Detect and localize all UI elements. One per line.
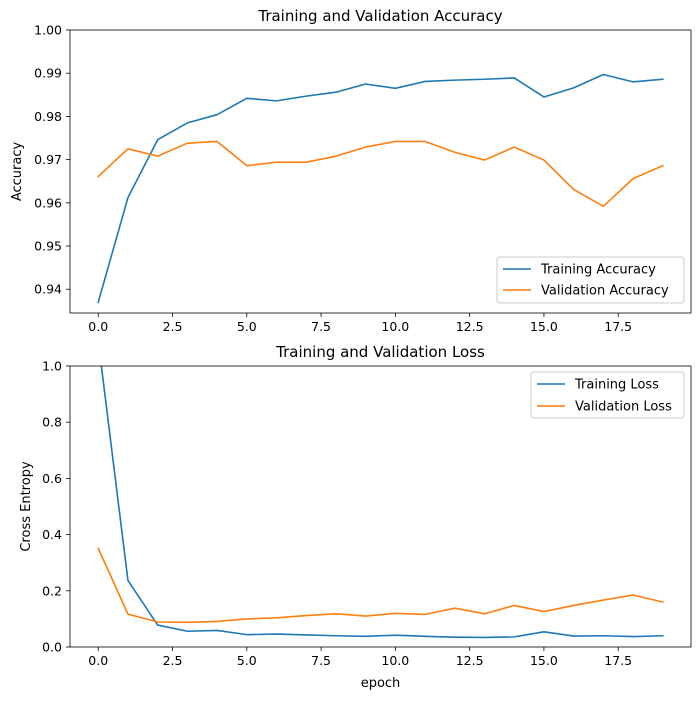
chart-title: Training and Validation Loss [275, 343, 485, 361]
series-line-training-accuracy [97, 73, 664, 304]
legend-label-training-accuracy: Training Accuracy [540, 263, 656, 278]
y-tick-label: 0.98 [34, 109, 62, 124]
x-tick-label: 10.0 [381, 653, 409, 668]
x-tick-label: 17.5 [604, 653, 632, 668]
y-tick-label: 1.00 [34, 23, 62, 38]
y-tick-label: 0.96 [34, 195, 62, 210]
y-tick-label: 0.6 [42, 471, 62, 486]
plot-frame [69, 365, 692, 648]
y-tick-label: 0.94 [34, 282, 62, 297]
y-tick-label: 1.0 [42, 359, 62, 374]
x-axis-ticks: 0.0 2.5 5.0 7.5 10.0 12.5 15.0 17.5 [88, 647, 632, 668]
series-lines [97, 73, 664, 304]
x-tick-label: 7.5 [311, 653, 331, 668]
x-tick-label: 12.5 [456, 319, 484, 334]
legend-box [496, 256, 685, 304]
series-line-validation-accuracy [97, 140, 664, 208]
y-tick-label: 0.97 [34, 152, 62, 167]
y-tick-label: 0.2 [42, 583, 62, 598]
x-tick-label: 15.0 [530, 653, 558, 668]
series-line-training-loss [100, 366, 664, 639]
y-tick-label: 0.8 [42, 415, 62, 430]
legend-label-training-loss: Training Loss [574, 378, 659, 393]
y-tick-label: 0.0 [42, 640, 62, 655]
y-tick-label: 0.99 [34, 66, 62, 81]
x-tick-label: 15.0 [530, 319, 558, 334]
x-tick-label: 12.5 [456, 653, 484, 668]
chart-title: Training and Validation Accuracy [257, 7, 502, 25]
y-axis-label: Cross Entropy [19, 461, 34, 552]
x-tick-label: 5.0 [237, 319, 257, 334]
x-tick-label: 10.0 [381, 319, 409, 334]
x-tick-label: 5.0 [237, 653, 257, 668]
legend-box [530, 371, 685, 419]
y-tick-label: 0.4 [42, 527, 62, 542]
legend: Training Loss Validation Loss [530, 371, 685, 419]
x-tick-label: 7.5 [311, 319, 331, 334]
x-axis-label: epoch [361, 676, 401, 691]
y-axis-label: Accuracy [10, 142, 25, 202]
x-tick-label: 0.0 [88, 653, 108, 668]
loss-chart: Training and Validation Loss Cross Entro… [19, 343, 692, 691]
x-tick-label: 17.5 [604, 319, 632, 334]
legend-label-validation-accuracy: Validation Accuracy [541, 284, 669, 299]
x-axis-ticks: 0.0 2.5 5.0 7.5 10.0 12.5 15.0 17.5 [88, 313, 632, 334]
y-tick-label: 0.95 [34, 239, 62, 254]
plot-frame [69, 29, 692, 314]
series-line-validation-loss [97, 547, 664, 624]
legend: Training Accuracy Validation Accuracy [496, 256, 685, 304]
x-tick-label: 0.0 [88, 319, 108, 334]
y-axis-ticks: 0.94 0.95 0.96 0.97 0.98 0.99 1.00 [34, 23, 70, 297]
x-tick-label: 2.5 [163, 319, 183, 334]
y-axis-ticks: 0.0 0.2 0.4 0.6 0.8 1.0 [42, 359, 70, 655]
x-tick-label: 2.5 [163, 653, 183, 668]
accuracy-chart: Training and Validation Accuracy Accurac… [10, 7, 692, 334]
legend-label-validation-loss: Validation Loss [575, 400, 672, 415]
series-lines [97, 366, 664, 639]
